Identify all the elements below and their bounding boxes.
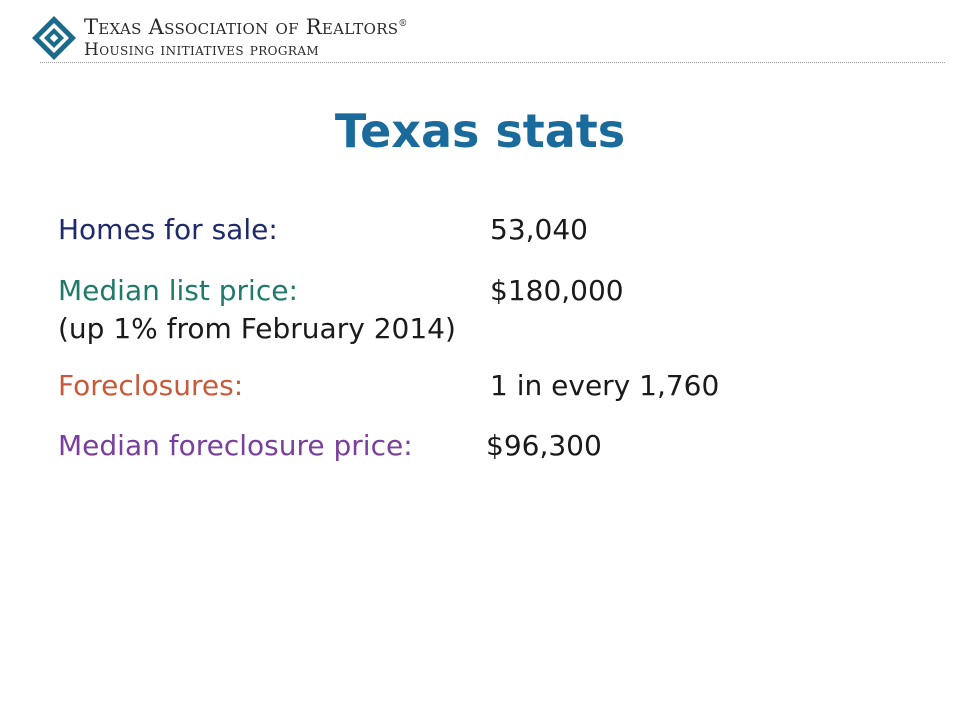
stat-label: Median foreclosure price: (58, 429, 413, 462)
stat-foreclosures: Foreclosures: 1 in every 1,760 (58, 366, 918, 406)
registered-mark: ® (398, 19, 408, 29)
stat-homes-for-sale: Homes for sale: 53,040 (58, 210, 918, 250)
org-name: Texas Association of Realtors® (84, 15, 408, 39)
stat-label: Foreclosures: (58, 369, 244, 402)
stat-label: Homes for sale: (58, 213, 278, 246)
stat-value: 53,040 (490, 213, 588, 246)
stat-median-foreclosure-price: Median foreclosure price: $96,300 (58, 426, 918, 466)
diamond-house-icon (32, 16, 76, 60)
stat-label: Median list price: (58, 274, 298, 307)
header: Texas Association of Realtors® Housing i… (30, 12, 940, 62)
page-title: Texas stats (334, 104, 626, 158)
program-name: Housing initiatives program (84, 40, 320, 60)
header-divider (40, 62, 945, 63)
stat-value: $96,300 (486, 429, 602, 462)
stat-median-list-price: Median list price: $180,000 (58, 271, 918, 311)
stat-note: (up 1% from February 2014) (58, 312, 456, 345)
stat-value: $180,000 (490, 274, 624, 307)
stats-list: Homes for sale: 53,040 Median list price… (58, 210, 918, 466)
stat-value: 1 in every 1,760 (490, 369, 720, 402)
